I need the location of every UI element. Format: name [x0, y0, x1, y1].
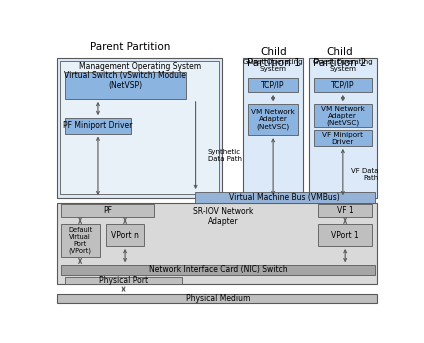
Text: VF Data
Path: VF Data Path — [351, 168, 379, 181]
Text: Default
Virtual
Port
(VPort): Default Virtual Port (VPort) — [68, 227, 92, 255]
Text: Virtual Machine Bus (VMBus): Virtual Machine Bus (VMBus) — [229, 193, 340, 202]
Bar — [57, 203, 377, 284]
Text: VF Miniport
Driver: VF Miniport Driver — [322, 132, 363, 145]
Bar — [61, 224, 100, 257]
Bar — [243, 58, 303, 198]
Text: VF 1: VF 1 — [337, 206, 354, 215]
Text: TCP/IP: TCP/IP — [331, 81, 354, 90]
Bar — [65, 72, 186, 99]
Text: Guest Operating
System: Guest Operating System — [313, 59, 373, 72]
Bar — [318, 204, 372, 217]
Bar — [65, 277, 181, 284]
Text: VPort 1: VPort 1 — [331, 231, 359, 240]
Text: Virtual Switch (vSwitch) Module
(NetVSP): Virtual Switch (vSwitch) Module (NetVSP) — [64, 71, 186, 90]
Bar — [318, 224, 372, 246]
Text: Child
Partition 1: Child Partition 1 — [247, 47, 301, 68]
Text: SR-IOV Network
Adapter: SR-IOV Network Adapter — [193, 207, 254, 226]
Bar — [248, 78, 298, 92]
Bar — [106, 224, 145, 246]
Bar — [314, 104, 371, 127]
Text: VM Network
Adapter
(NetVSC): VM Network Adapter (NetVSC) — [321, 106, 365, 126]
Bar — [60, 61, 219, 193]
Text: Management Operating System: Management Operating System — [79, 62, 201, 71]
Text: Child
Partition 2: Child Partition 2 — [313, 47, 367, 68]
Bar — [248, 104, 298, 135]
Bar — [309, 58, 377, 198]
Text: Synthetic
Data Path: Synthetic Data Path — [208, 149, 242, 162]
Text: Physical Port: Physical Port — [99, 276, 148, 285]
Bar — [61, 265, 375, 275]
Bar — [61, 204, 154, 217]
Bar — [57, 58, 222, 198]
Text: PF: PF — [103, 206, 112, 215]
Text: VM Network
Adapter
(NetVSC): VM Network Adapter (NetVSC) — [251, 109, 295, 130]
Text: VPort n: VPort n — [111, 231, 139, 240]
Text: Guest Operating
System: Guest Operating System — [243, 59, 303, 72]
Text: PF Miniport Driver: PF Miniport Driver — [63, 121, 133, 130]
Text: Parent Partition: Parent Partition — [90, 42, 171, 52]
Text: Physical Medium: Physical Medium — [186, 294, 250, 303]
Text: Network Interface Card (NIC) Switch: Network Interface Card (NIC) Switch — [149, 265, 287, 274]
Bar — [195, 192, 375, 203]
Bar — [57, 294, 377, 303]
Text: TCP/IP: TCP/IP — [261, 81, 285, 90]
Bar — [314, 78, 371, 92]
Bar — [314, 130, 371, 146]
Bar — [65, 118, 131, 133]
